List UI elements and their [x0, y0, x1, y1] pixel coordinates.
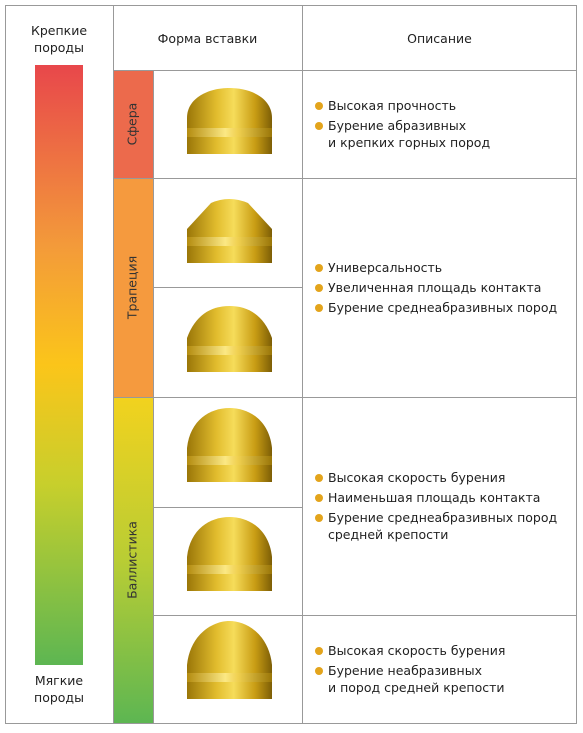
header-shape: Форма вставки — [157, 31, 258, 46]
scale-top-label: Крепкие породы — [30, 23, 88, 55]
insert-icons — [187, 88, 272, 699]
group-fill — [113, 397, 153, 723]
description-item: Наименьшая площадь контакта — [315, 489, 540, 506]
group-label: Трапеция — [125, 256, 140, 320]
description-item: Бурение среднеабразивных пород средней к… — [315, 509, 557, 543]
grid — [113, 5, 577, 723]
insert-shape — [187, 306, 272, 346]
description-item: Увеличенная площадь контакта — [315, 279, 541, 296]
description-item: Бурение среднеабразивных пород — [315, 299, 557, 316]
group-fill — [113, 178, 153, 397]
group-label: Баллистика — [125, 521, 140, 599]
group-fill — [113, 70, 153, 178]
group-label: Сфера — [125, 103, 140, 146]
description-item: Высокая скорость бурения — [315, 469, 505, 486]
insert-shape — [187, 673, 272, 682]
insert-shape — [187, 199, 272, 237]
outer-border — [5, 5, 577, 724]
scale-bottom-label: Мягкие породы — [34, 673, 84, 705]
insert-shape — [187, 237, 272, 246]
insert-shape — [187, 408, 272, 456]
insert-shape — [187, 128, 272, 137]
hardness-scale — [35, 65, 83, 665]
insert-shape — [187, 517, 272, 565]
description-item: Универсальность — [315, 259, 442, 276]
description-item: Высокая скорость бурения — [315, 642, 505, 659]
description-item: Высокая прочность — [315, 97, 456, 114]
header-description: Описание — [407, 31, 472, 46]
insert-shape — [187, 88, 272, 128]
insert-shape — [187, 346, 272, 355]
insert-shape — [187, 621, 272, 673]
insert-shape — [187, 456, 272, 465]
description-item: Бурение абразивных и крепких горных поро… — [315, 117, 490, 151]
insert-shape — [187, 565, 272, 574]
description-item: Бурение неабразивных и пород средней кре… — [315, 662, 505, 696]
